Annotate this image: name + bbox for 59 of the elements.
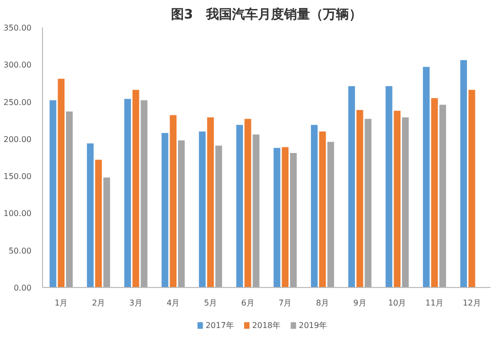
- bar: [386, 86, 392, 288]
- bar: [58, 78, 65, 288]
- bar: [402, 117, 409, 288]
- bar: [66, 111, 73, 288]
- x-tick-label: 8月: [316, 298, 330, 308]
- bar: [103, 178, 110, 288]
- bar: [282, 147, 289, 288]
- bar: [431, 98, 438, 288]
- bar: [364, 118, 372, 288]
- bar: [439, 104, 446, 288]
- x-tick-label: 5月: [204, 298, 218, 308]
- chart-title: 图3 我国汽车月度销量（万辆）: [170, 6, 362, 22]
- bar: [95, 160, 102, 288]
- legend-label: 2018年: [252, 321, 281, 330]
- legend-label: 2019年: [298, 321, 328, 330]
- x-tick-label: 2月: [92, 298, 106, 308]
- bar: [468, 90, 476, 288]
- bar: [422, 66, 430, 288]
- bar: [290, 153, 297, 288]
- bar: [319, 132, 326, 288]
- y-tick-label: 100.00: [4, 209, 32, 218]
- y-tick-label: 0.00: [14, 284, 32, 292]
- y-tick-label: 150.00: [4, 172, 32, 182]
- bar: [198, 132, 206, 288]
- bar: [86, 143, 94, 288]
- bar: [460, 60, 467, 288]
- y-tick-label: 200.00: [4, 134, 32, 144]
- bar: [140, 100, 148, 288]
- x-tick-label: 9月: [353, 298, 366, 308]
- x-tick-label: 4月: [166, 298, 180, 308]
- bar: [50, 100, 56, 288]
- x-tick-label: 3月: [129, 298, 142, 308]
- bar: [236, 124, 243, 288]
- x-tick-label: 6月: [241, 298, 254, 308]
- bar: [310, 124, 318, 288]
- bar: [327, 142, 334, 288]
- bar: [348, 86, 355, 288]
- bar: [244, 118, 252, 288]
- bar: [356, 110, 364, 288]
- bar: [178, 140, 185, 288]
- bar: [215, 146, 222, 288]
- bar: [162, 132, 168, 288]
- x-tick-label: 7月: [278, 298, 292, 308]
- x-tick-label: 1月: [54, 298, 68, 308]
- bar: [124, 98, 131, 288]
- bar: [207, 117, 214, 288]
- x-tick-label: 10月: [388, 298, 406, 308]
- bar: [252, 134, 260, 288]
- legend-label: 2017年: [206, 321, 234, 330]
- x-tick-label: 12月: [462, 298, 481, 308]
- y-tick-label: 250.00: [4, 98, 32, 107]
- bar: [394, 110, 401, 288]
- bar: [132, 90, 140, 288]
- x-tick-label: 11月: [425, 298, 444, 308]
- y-tick-label: 50.00: [8, 246, 32, 256]
- bar: [274, 148, 280, 288]
- y-tick-label: 300.00: [4, 60, 32, 70]
- y-tick-label: 350.00: [4, 24, 32, 32]
- bar: [170, 115, 177, 288]
